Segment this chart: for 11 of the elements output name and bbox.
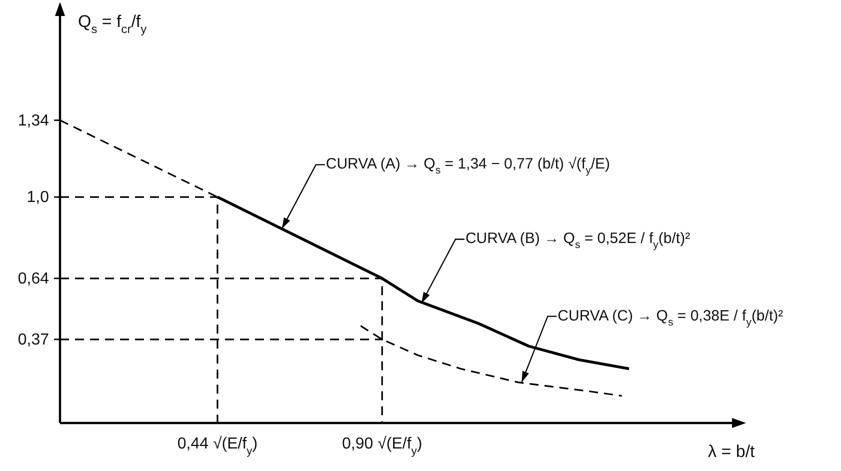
y-tick-label: 1,0 xyxy=(26,189,50,206)
annotation: CURVA (A) → Q$_{s}$ = 1,34 − 0,77 (b/t) √(f$_{y}$/E) xyxy=(326,156,610,176)
y-tick-label: 0,37 xyxy=(18,332,50,349)
x-tick-label: 0,44 √(E/f$_{y}$) xyxy=(177,435,258,458)
x-axis-title: λ = b/t xyxy=(708,442,756,462)
annotation: CURVA (B) → Q$_{s}$ = 0,52E / f$_{y}$(b/t)² xyxy=(465,230,690,252)
x-tick-label: 0,90 √(E/f$_{y}$) xyxy=(342,435,422,458)
y-tick-label: 1,34 xyxy=(18,112,50,130)
y-tick-label: 0,64 xyxy=(18,270,50,288)
y-axis-title: Q$_{s}$ = f$_{cr}$/f$_{y}$ xyxy=(78,12,147,36)
annotation: CURVA (C) → Q$_{s}$ = 0,38E / f$_{y}$(b/t)² xyxy=(558,307,784,328)
